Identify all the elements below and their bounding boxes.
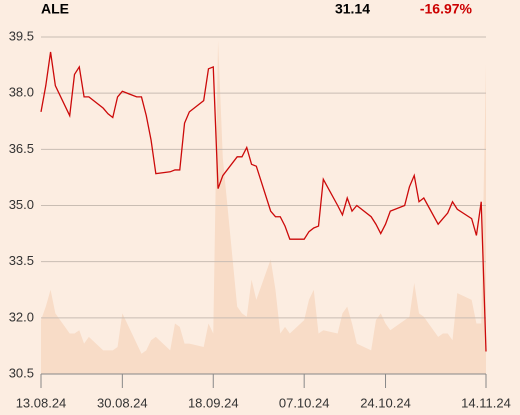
y-tick-label: 32.0 bbox=[9, 309, 34, 324]
y-tick-label: 33.5 bbox=[9, 253, 34, 268]
y-tick-label: 35.0 bbox=[9, 197, 34, 212]
price: 31.14 bbox=[335, 1, 370, 17]
change: -16.97% bbox=[420, 1, 473, 17]
x-tick-label: 14.11.24 bbox=[461, 395, 511, 410]
y-tick-label: 30.5 bbox=[9, 365, 34, 380]
ticker: ALE bbox=[41, 1, 69, 17]
y-tick-label: 36.5 bbox=[9, 141, 34, 156]
x-tick-label: 13.08.24 bbox=[16, 395, 67, 410]
x-tick-label: 30.08.24 bbox=[97, 395, 148, 410]
x-tick-label: 07.10.24 bbox=[279, 395, 330, 410]
x-tick-label: 18.09.24 bbox=[188, 395, 239, 410]
price-line bbox=[40, 51, 487, 352]
volume-area bbox=[41, 40, 486, 375]
x-tick-label: 24.10.24 bbox=[360, 395, 411, 410]
y-tick-label: 39.5 bbox=[9, 28, 34, 43]
y-tick-label: 38.0 bbox=[9, 85, 34, 100]
